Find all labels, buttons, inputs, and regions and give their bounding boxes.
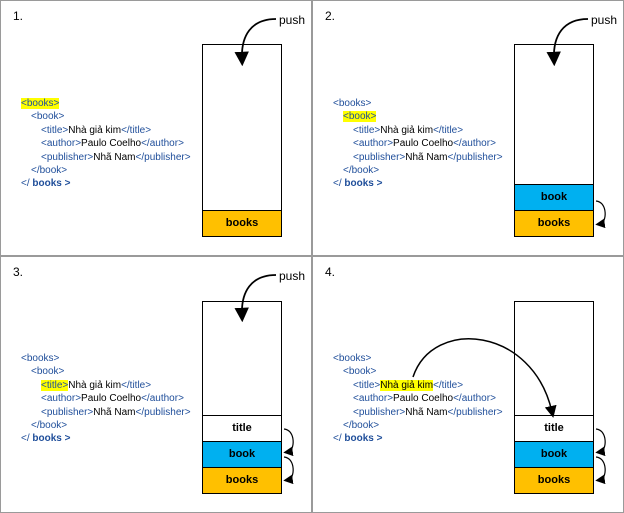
push-label: push (279, 269, 306, 283)
title-close-tag: </title> (433, 379, 464, 391)
author-open-tag: <author> (41, 393, 82, 405)
stack-cell-books: books (203, 210, 281, 236)
author-text: Paulo Coelho (393, 138, 454, 150)
books-close-tag: </ (333, 178, 342, 190)
step-number: 3. (13, 265, 24, 279)
xml-code: <books> <book> <title>Nhà giả kim</title… (333, 352, 503, 446)
stack: books book (514, 44, 594, 237)
publisher-open-tag: <publisher> (353, 151, 406, 163)
stack-cell-books: books (515, 210, 593, 236)
panel-step-2: 2. push <books> <book> <title>Nhà giả ki… (312, 0, 624, 256)
step-number: 1. (13, 9, 24, 23)
title-text: Nhà giả kim (380, 124, 434, 136)
books-close-name: books > (341, 178, 383, 190)
publisher-open-tag: <publisher> (41, 151, 94, 163)
link-arrow (283, 456, 294, 485)
title-close-tag: </title> (121, 379, 152, 391)
author-close-tag: </author> (453, 138, 496, 150)
link-arrow (595, 456, 606, 485)
book-close-tag: </book> (343, 164, 380, 176)
push-label: push (279, 13, 306, 27)
book-open-tag: <book> (343, 366, 377, 378)
author-open-tag: <author> (41, 138, 82, 150)
push-arrow (234, 18, 277, 67)
stack-cell-title: title (203, 415, 281, 441)
panel-step-1: 1. push <books> <book> <title>Nhà giả ki… (0, 0, 312, 256)
books-close-tag: </ (21, 178, 30, 190)
book-open-tag: <book> (31, 111, 65, 123)
publisher-close-tag: </publisher> (447, 406, 503, 418)
publisher-text: Nhã Nam (93, 151, 136, 163)
stack-cell-books: books (203, 467, 281, 493)
stack-cell-title: title (515, 415, 593, 441)
books-close-name: books > (29, 178, 71, 190)
push-label: push (591, 13, 618, 27)
book-close-tag: </book> (31, 419, 68, 431)
stack-arrows (234, 274, 294, 485)
books-close-name: books > (29, 433, 71, 445)
publisher-text: Nhã Nam (93, 406, 136, 418)
author-open-tag: <author> (353, 138, 394, 150)
stack-cell-book: book (515, 184, 593, 210)
value-arrow (412, 338, 557, 418)
books-close-tag: </ (333, 433, 342, 445)
stack-cell-book: book (203, 441, 281, 467)
books-open-tag: <books> (333, 353, 372, 364)
title-text: Nhà giả kim (68, 379, 122, 391)
book-open-tag: <book> (343, 111, 377, 123)
xml-code: <books> <book> <title>Nhà giả kim</title… (21, 97, 191, 191)
stack-arrows (546, 18, 606, 229)
xml-code: <books> <book> <title>Nhà giả kim</title… (21, 352, 191, 446)
title-open-tag: <title> (41, 379, 69, 391)
title-close-tag: </title> (433, 124, 464, 136)
publisher-close-tag: </publisher> (135, 406, 191, 418)
publisher-open-tag: <publisher> (41, 406, 94, 418)
step-number: 4. (325, 265, 336, 279)
books-open-tag: <books> (333, 98, 372, 109)
book-close-tag: </book> (343, 419, 380, 431)
stack-cell-books: books (515, 467, 593, 493)
books-open-tag: <books> (21, 98, 60, 109)
author-close-tag: </author> (453, 393, 496, 405)
author-text: Paulo Coelho (393, 393, 454, 405)
push-arrow (546, 18, 589, 67)
panel-step-4: 4. <books> <book> <title>Nhà giả kim</ti… (312, 256, 624, 513)
publisher-open-tag: <publisher> (353, 406, 406, 418)
push-arrow (234, 274, 277, 323)
link-arrow (595, 200, 606, 229)
stack: books book title (514, 301, 594, 494)
link-arrow (595, 428, 606, 457)
stack: books (202, 44, 282, 237)
title-close-tag: </title> (121, 124, 152, 136)
book-close-tag: </book> (31, 164, 68, 176)
publisher-text: Nhã Nam (405, 406, 448, 418)
stack: books book title (202, 301, 282, 494)
books-open-tag: <books> (21, 353, 60, 364)
panel-step-3: 3. push <books> <book> <title>Nhà giả ki… (0, 256, 312, 513)
publisher-close-tag: </publisher> (447, 151, 503, 163)
books-close-tag: </ (21, 433, 30, 445)
stack-arrows (412, 338, 606, 485)
title-open-tag: <title> (353, 124, 381, 136)
title-open-tag: <title> (353, 379, 381, 391)
book-open-tag: <book> (31, 366, 65, 378)
xml-code: <books> <book> <title>Nhà giả kim</title… (333, 97, 503, 191)
link-arrow (283, 428, 294, 457)
author-close-tag: </author> (141, 393, 184, 405)
author-text: Paulo Coelho (81, 393, 142, 405)
stack-cell-book: book (515, 441, 593, 467)
title-text: Nhà giả kim (68, 124, 122, 136)
publisher-text: Nhã Nam (405, 151, 448, 163)
author-close-tag: </author> (141, 138, 184, 150)
author-open-tag: <author> (353, 393, 394, 405)
publisher-close-tag: </publisher> (135, 151, 191, 163)
books-close-name: books > (341, 433, 383, 445)
title-open-tag: <title> (41, 124, 69, 136)
author-text: Paulo Coelho (81, 138, 142, 150)
step-number: 2. (325, 9, 336, 23)
title-text: Nhà giả kim (380, 379, 434, 391)
